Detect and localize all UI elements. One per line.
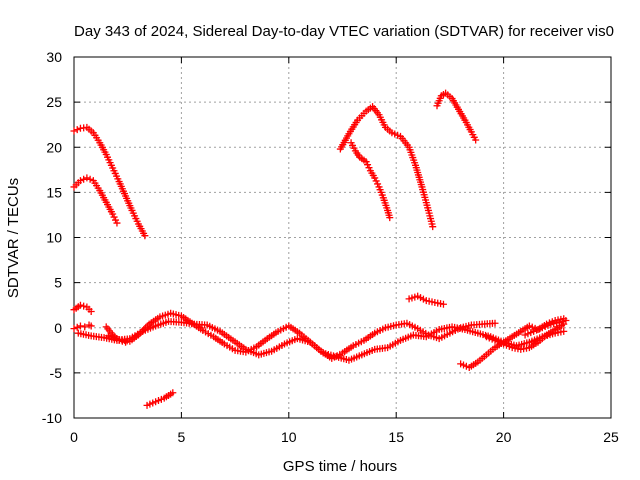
x-tick-label: 0 xyxy=(70,429,78,445)
data-point xyxy=(371,174,379,182)
data-point xyxy=(87,308,95,316)
data-point xyxy=(76,301,84,309)
y-tick-label: -10 xyxy=(42,410,62,426)
series-arc-high-5 xyxy=(433,89,480,144)
data-point xyxy=(70,127,78,135)
data-point xyxy=(364,161,372,169)
data-point xyxy=(386,214,394,222)
series-arc-high-2 xyxy=(70,174,121,227)
x-tick-label: 20 xyxy=(496,429,512,445)
data-point xyxy=(374,180,382,188)
data-point xyxy=(80,175,88,183)
y-tick-label: 10 xyxy=(46,230,62,246)
series-arc-high-4 xyxy=(347,139,394,222)
data-point xyxy=(73,126,81,134)
series-low-1 xyxy=(70,301,95,316)
series-low-2 xyxy=(70,321,95,333)
data-point xyxy=(76,177,84,185)
x-tick-label: 5 xyxy=(178,429,186,445)
data-point xyxy=(86,175,94,183)
data-point xyxy=(113,219,121,227)
x-tick-label: 10 xyxy=(281,429,297,445)
data-point xyxy=(122,338,130,346)
y-axis-label: SDTVAR / TECUs xyxy=(5,178,22,298)
data-point xyxy=(439,300,447,308)
axis-ticks: 0 5 10 15 20 25 -10 -5 0 5 10 15 20 25 30 xyxy=(42,49,619,445)
x-tick-label: 25 xyxy=(603,429,619,445)
series-low-6 xyxy=(143,389,177,409)
series-low-7 xyxy=(405,292,447,308)
data-point xyxy=(118,337,126,345)
y-tick-label: 20 xyxy=(46,139,62,155)
series-low-4 xyxy=(104,309,499,362)
x-tick-label: 15 xyxy=(388,429,404,445)
series-low-5 xyxy=(102,323,130,346)
data-point xyxy=(429,223,437,231)
data-point xyxy=(76,322,84,330)
data-point xyxy=(141,232,149,240)
data-point xyxy=(169,389,177,397)
data-point xyxy=(559,317,567,325)
data-point xyxy=(365,164,373,172)
y-tick-label: 15 xyxy=(46,184,62,200)
series-arc-high-3 xyxy=(336,103,437,231)
data-point xyxy=(110,213,118,221)
data-point xyxy=(80,302,88,310)
data-point xyxy=(472,136,480,144)
x-axis-label: GPS time / hours xyxy=(283,458,397,475)
series-low-10 xyxy=(521,317,570,339)
data-point xyxy=(555,318,563,326)
data-marks xyxy=(70,89,570,409)
data-point xyxy=(70,325,78,333)
data-point xyxy=(109,210,117,218)
grid xyxy=(74,57,611,418)
chart-title: Day 343 of 2024, Sidereal Day-to-day VTE… xyxy=(74,23,614,40)
y-tick-label: 0 xyxy=(54,320,62,336)
y-tick-label: 30 xyxy=(46,49,62,65)
data-point xyxy=(491,319,499,327)
y-tick-label: -5 xyxy=(50,365,63,381)
series-low-8 xyxy=(457,315,568,371)
data-point xyxy=(81,323,89,331)
data-point xyxy=(115,336,123,344)
data-point xyxy=(560,327,568,335)
data-point xyxy=(112,216,120,224)
data-point xyxy=(562,317,570,325)
data-point xyxy=(73,323,81,331)
data-point xyxy=(372,177,380,185)
y-tick-label: 5 xyxy=(54,275,62,291)
series-arc-high-1 xyxy=(70,123,149,240)
data-point xyxy=(87,322,95,330)
y-tick-label: 25 xyxy=(46,94,62,110)
data-point xyxy=(83,174,91,182)
data-point xyxy=(362,158,370,166)
